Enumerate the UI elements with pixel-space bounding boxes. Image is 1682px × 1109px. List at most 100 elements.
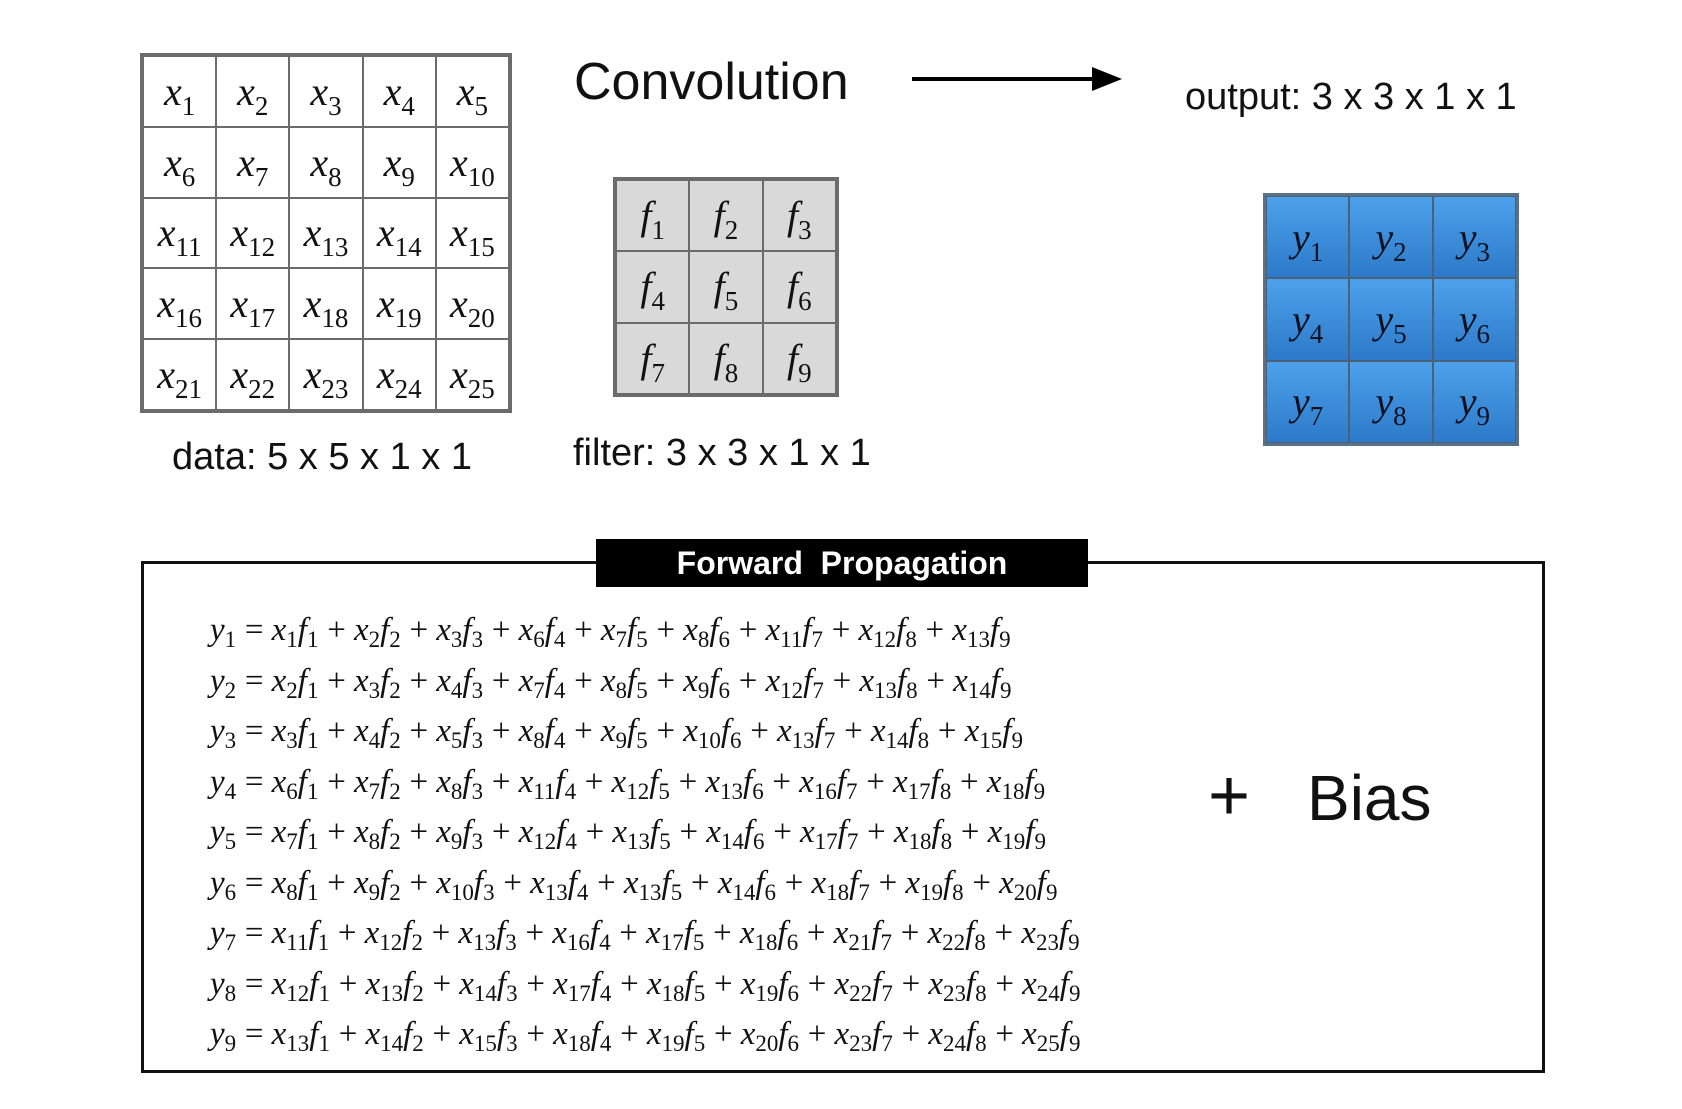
equation-input-term: x13 (530, 864, 568, 905)
data-cell: x14 (362, 197, 436, 269)
equation-input-term: x20 (740, 1016, 779, 1056)
equation-filter-term: f3 (473, 864, 495, 905)
equation-input-term: x21 (833, 915, 872, 955)
filter-symbol: f2 (713, 193, 739, 246)
output-cell: y2 (1349, 196, 1433, 279)
equation-input-term: x14 (953, 662, 991, 703)
equation-input-term: x13 (612, 814, 651, 854)
filter-label: filter: 3 x 3 x 1 x 1 (573, 432, 871, 474)
equation-input-term: x22 (834, 965, 873, 1006)
equation-input-term: x12 (518, 814, 557, 854)
filter-symbol: f1 (640, 193, 665, 246)
equation-filter-term: f9 (1059, 965, 1081, 1006)
data-cell: x4 (362, 56, 436, 127)
equation-input-term: x8 (271, 864, 298, 905)
equation-filter-term: f6 (778, 1016, 800, 1056)
output-cell: y3 (1432, 196, 1516, 279)
output-symbol: y8 (1375, 379, 1407, 432)
filter-cell: f8 (689, 322, 763, 394)
data-symbol: x6 (163, 139, 196, 192)
filter-symbol: f4 (640, 264, 665, 317)
filter-cell: f7 (616, 322, 690, 394)
equation-filter-term: f1 (297, 612, 319, 652)
equation-filter-term: f1 (297, 662, 319, 703)
data-symbol: x21 (157, 352, 202, 405)
data-symbol: x5 (456, 68, 489, 121)
equation-filter-term: f7 (871, 915, 892, 955)
equation-filter-term: f5 (627, 662, 648, 703)
output-cell: y7 (1266, 360, 1350, 443)
equation-input-term: x10 (683, 713, 721, 753)
equation-input-term: x8 (353, 814, 381, 854)
output-cell: y9 (1432, 360, 1516, 443)
equation-input-term: x9 (683, 662, 710, 703)
data-symbol: x4 (383, 68, 415, 121)
equation-output-term: y3 (210, 713, 237, 753)
data-cell: x18 (289, 268, 363, 340)
data-symbol: x10 (450, 139, 495, 192)
equation-input-term: x15 (459, 1016, 497, 1056)
equation-input-term: x10 (436, 864, 474, 905)
equation-filter-term: f5 (684, 1016, 706, 1056)
equation-filter-term: f4 (590, 1016, 612, 1056)
equation-row: y1 = x1f1 + x2f2 + x3f3 + x6f4 + x7f5 + … (210, 612, 1011, 652)
equation-filter-term: f4 (567, 864, 589, 905)
equation-input-term: x12 (858, 612, 897, 652)
equation-row: y5 = x7f1 + x8f2 + x9f3 + x12f4 + x13f5 … (210, 814, 1046, 854)
data-symbol: x18 (303, 281, 349, 334)
equation-input-term: x13 (458, 915, 497, 955)
output-symbol: y5 (1375, 296, 1407, 349)
equation-filter-term: f4 (544, 713, 566, 753)
equation-filter-term: f5 (683, 915, 705, 955)
data-symbol: x1 (163, 68, 196, 121)
equation-input-term: x3 (271, 713, 298, 753)
equation-input-term: x4 (436, 662, 463, 703)
output-matrix: y1 y2 y3 y4 y5 y6 y7 y8 y9 (1263, 193, 1519, 446)
equation-filter-term: f7 (814, 713, 836, 753)
data-symbol: x7 (237, 139, 269, 192)
equation-input-term: x17 (553, 965, 591, 1006)
equation-filter-term: f3 (496, 915, 517, 955)
equation-input-term: x18 (646, 965, 685, 1006)
equation-output-term: y1 (210, 612, 237, 652)
equation-filter-term: f1 (297, 763, 319, 804)
equation-filter-term: f7 (849, 864, 870, 905)
data-symbol: x3 (310, 68, 342, 121)
equation-filter-term: f2 (380, 713, 401, 753)
equation-filter-term: f1 (297, 814, 319, 854)
equation-row: y2 = x2f1 + x3f2 + x4f3 + x7f4 + x8f5 + … (210, 662, 1012, 703)
output-cell: y6 (1432, 278, 1516, 361)
equation-filter-term: f5 (627, 713, 648, 753)
data-symbol: x20 (450, 281, 495, 334)
equation-filter-term: f5 (627, 612, 648, 652)
equation-row: y9 = x13f1 + x14f2 + x15f3 + x18f4 + x19… (210, 1016, 1081, 1056)
filter-cell: f9 (762, 322, 836, 394)
equation-filter-term: f2 (380, 662, 401, 703)
equation-filter-term: f9 (1058, 915, 1080, 955)
data-cell: x16 (143, 268, 217, 340)
equation-input-term: x7 (518, 662, 545, 703)
equation-input-term: x15 (964, 713, 1003, 753)
equation-row: y4 = x6f1 + x7f2 + x8f3 + x11f4 + x12f5 … (210, 763, 1046, 804)
equation-filter-term: f9 (989, 612, 1011, 652)
equation-filter-term: f8 (931, 814, 953, 854)
equation-input-term: x6 (518, 612, 545, 652)
filter-symbol: f3 (787, 193, 812, 246)
data-cell: x22 (216, 339, 290, 410)
equation-input-term: x18 (986, 763, 1025, 804)
equation-input-term: x13 (859, 662, 897, 703)
filter-cell: f6 (762, 251, 836, 323)
convolution-title: Convolution (574, 53, 849, 111)
output-symbol: y1 (1292, 214, 1324, 267)
equation-filter-term: f9 (1025, 814, 1046, 854)
equation-input-term: x19 (905, 864, 943, 905)
equation-input-term: x19 (987, 814, 1026, 854)
equation-filter-term: f7 (803, 662, 824, 703)
equation-input-term: x17 (646, 915, 684, 955)
equation-filter-term: f2 (380, 612, 401, 652)
equation-input-term: x24 (1022, 965, 1060, 1006)
equation-input-term: x4 (353, 713, 381, 753)
equation-filter-term: f8 (896, 662, 918, 703)
equation-input-term: x3 (353, 662, 381, 703)
equation-input-term: x18 (893, 814, 932, 854)
